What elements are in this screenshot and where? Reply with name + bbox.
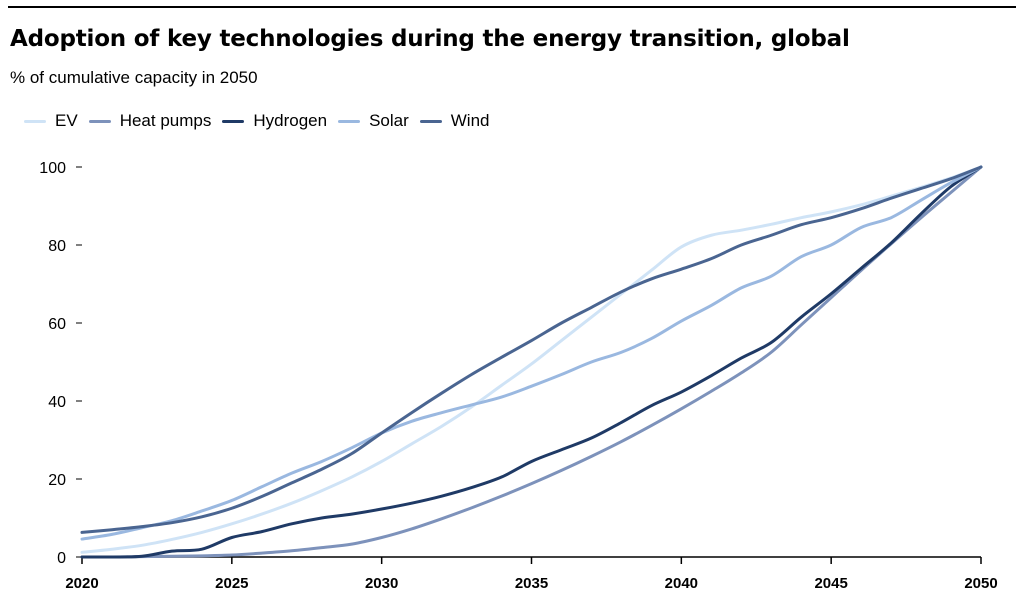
legend-item-ev: EV [24,111,78,131]
series-line-ev [80,165,983,554]
y-tick-label-0: 0 [57,550,66,567]
legend-swatch-wind [419,119,442,123]
legend-swatch-solar [338,119,361,123]
legend-item-wind: Wind [419,111,490,131]
series-line-solar [80,165,983,541]
y-axis: 0 20 40 60 80 100 [39,160,82,567]
x-axis: 2020 2025 2030 2035 2040 2045 2050 [65,556,998,592]
x-tick-label-2040: 2040 [665,575,698,592]
series-lines [80,165,983,559]
legend-swatch-ev [24,119,46,123]
series-line-heat-pumps [80,165,983,559]
chart-title: Adoption of key technologies during the … [10,26,850,52]
legend-label-heat-pumps: Heat pumps [119,111,212,130]
x-tick-label-2035: 2035 [515,575,548,592]
x-tick-label-2050: 2050 [964,575,997,592]
series-line-hydrogen [80,165,983,559]
legend-swatch-hydrogen [222,119,245,123]
y-tick-label-60: 60 [48,316,66,333]
top-rule [8,6,1016,8]
legend-label-hydrogen: Hydrogen [253,111,328,130]
legend-label-solar: Solar [369,111,409,130]
chart-subtitle: % of cumulative capacity in 2050 [10,68,258,87]
x-tick-label-2030: 2030 [365,575,398,592]
legend-label-ev: EV [55,111,78,130]
legend-label-wind: Wind [450,111,490,130]
y-tick-label-100: 100 [39,160,66,177]
y-tick-label-20: 20 [48,472,66,489]
legend-item-solar: Solar [338,111,409,131]
legend: EV Heat pumps Hydrogen Solar Wind [24,111,501,131]
y-tick-label-80: 80 [48,238,66,255]
x-tick-label-2025: 2025 [215,575,248,592]
legend-item-heat-pumps: Heat pumps [88,111,212,131]
legend-swatch-heat-pumps [88,119,111,123]
series-line-wind [80,165,983,534]
x-tick-label-2045: 2045 [814,575,847,592]
y-tick-label-40: 40 [48,394,66,411]
legend-item-hydrogen: Hydrogen [222,111,327,131]
x-tick-label-2020: 2020 [65,575,98,592]
